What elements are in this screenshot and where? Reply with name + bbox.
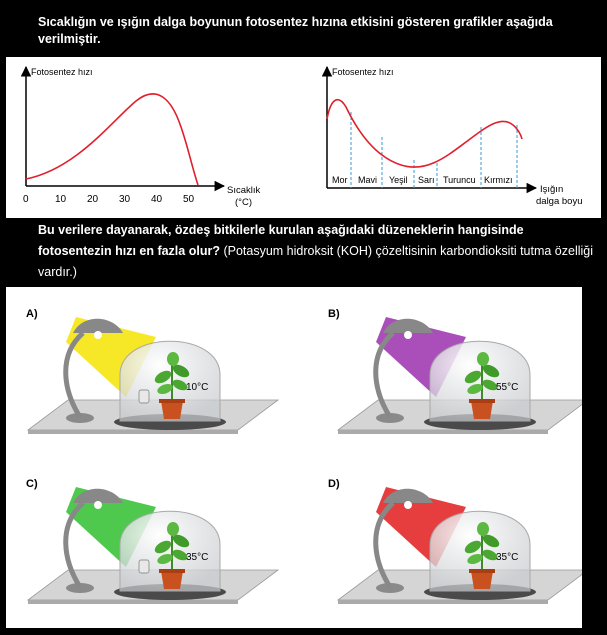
option-d-temp: 35°C <box>496 552 518 563</box>
g1-xlabel-2: (°C) <box>235 197 252 208</box>
graphs-svg: Fotosentez hızı 0 10 20 30 40 50 Sıcaklı… <box>20 65 582 208</box>
g2-band-mor: Mor <box>332 175 348 185</box>
g2-band-mavi: Mavi <box>358 175 377 185</box>
option-c[interactable]: C) 35°C <box>26 478 278 604</box>
g1-curve <box>25 93 199 186</box>
g2-xlabel-1: Işığın <box>540 184 563 195</box>
temperature-graph: Fotosentez hızı 0 10 20 30 40 50 Sıcaklı… <box>20 65 261 208</box>
option-c-label: C) <box>26 478 38 490</box>
question-text: Bu verilere dayanarak, özdeş bitkilerle … <box>38 220 598 283</box>
g2-band-yesil: Yeşil <box>389 175 408 185</box>
option-c-temp: 35°C <box>186 552 208 563</box>
g1-tick-50: 50 <box>183 194 195 205</box>
g2-band-turuncu: Turuncu <box>443 175 476 185</box>
option-a[interactable]: A) 10°C <box>26 308 278 434</box>
option-a-temp: 10°C <box>186 382 208 393</box>
g2-band-sari: Sarı <box>418 175 435 185</box>
intro-text: Sıcaklığın ve ışığın dalga boyunun fotos… <box>38 15 553 46</box>
options-panel: A) 10°C B) 55°C C) 35°C D) 35°C <box>6 287 582 628</box>
question-note: (Potasyum hidroksit (KOH) çözeltisinin k… <box>38 244 594 279</box>
option-b[interactable]: B) 55°C <box>328 308 582 434</box>
g2-band-kirmizi: Kırmızı <box>484 175 513 185</box>
g1-tick-20: 20 <box>87 194 99 205</box>
g1-tick-30: 30 <box>119 194 131 205</box>
option-b-temp: 55°C <box>496 382 518 393</box>
koh-beaker <box>138 559 150 574</box>
option-a-label: A) <box>26 308 38 320</box>
g2-xlabel-2: dalga boyu <box>536 196 582 207</box>
wavelength-graph: Fotosentez hızı Mor Mavi Yeşil Sarı Turu… <box>321 65 582 207</box>
g1-xlabel-1: Sıcaklık <box>227 185 261 196</box>
graphs-panel: Fotosentez hızı 0 10 20 30 40 50 Sıcaklı… <box>6 57 601 218</box>
g1-tick-40: 40 <box>151 194 163 205</box>
g2-ylabel: Fotosentez hızı <box>332 67 394 77</box>
g1-tick-10: 10 <box>55 194 67 205</box>
option-d[interactable]: D) 35°C <box>328 478 582 604</box>
question-main: Bu verilere dayanarak, özdeş bitkilerle … <box>38 223 524 258</box>
g1-tick-0: 0 <box>23 194 29 205</box>
g1-ylabel: Fotosentez hızı <box>31 67 93 77</box>
options-svg: A) 10°C B) 55°C C) 35°C D) 35°C <box>6 308 582 628</box>
g2-curve <box>326 98 523 168</box>
koh-beaker <box>138 389 150 404</box>
option-b-label: B) <box>328 308 340 320</box>
option-d-label: D) <box>328 478 340 490</box>
